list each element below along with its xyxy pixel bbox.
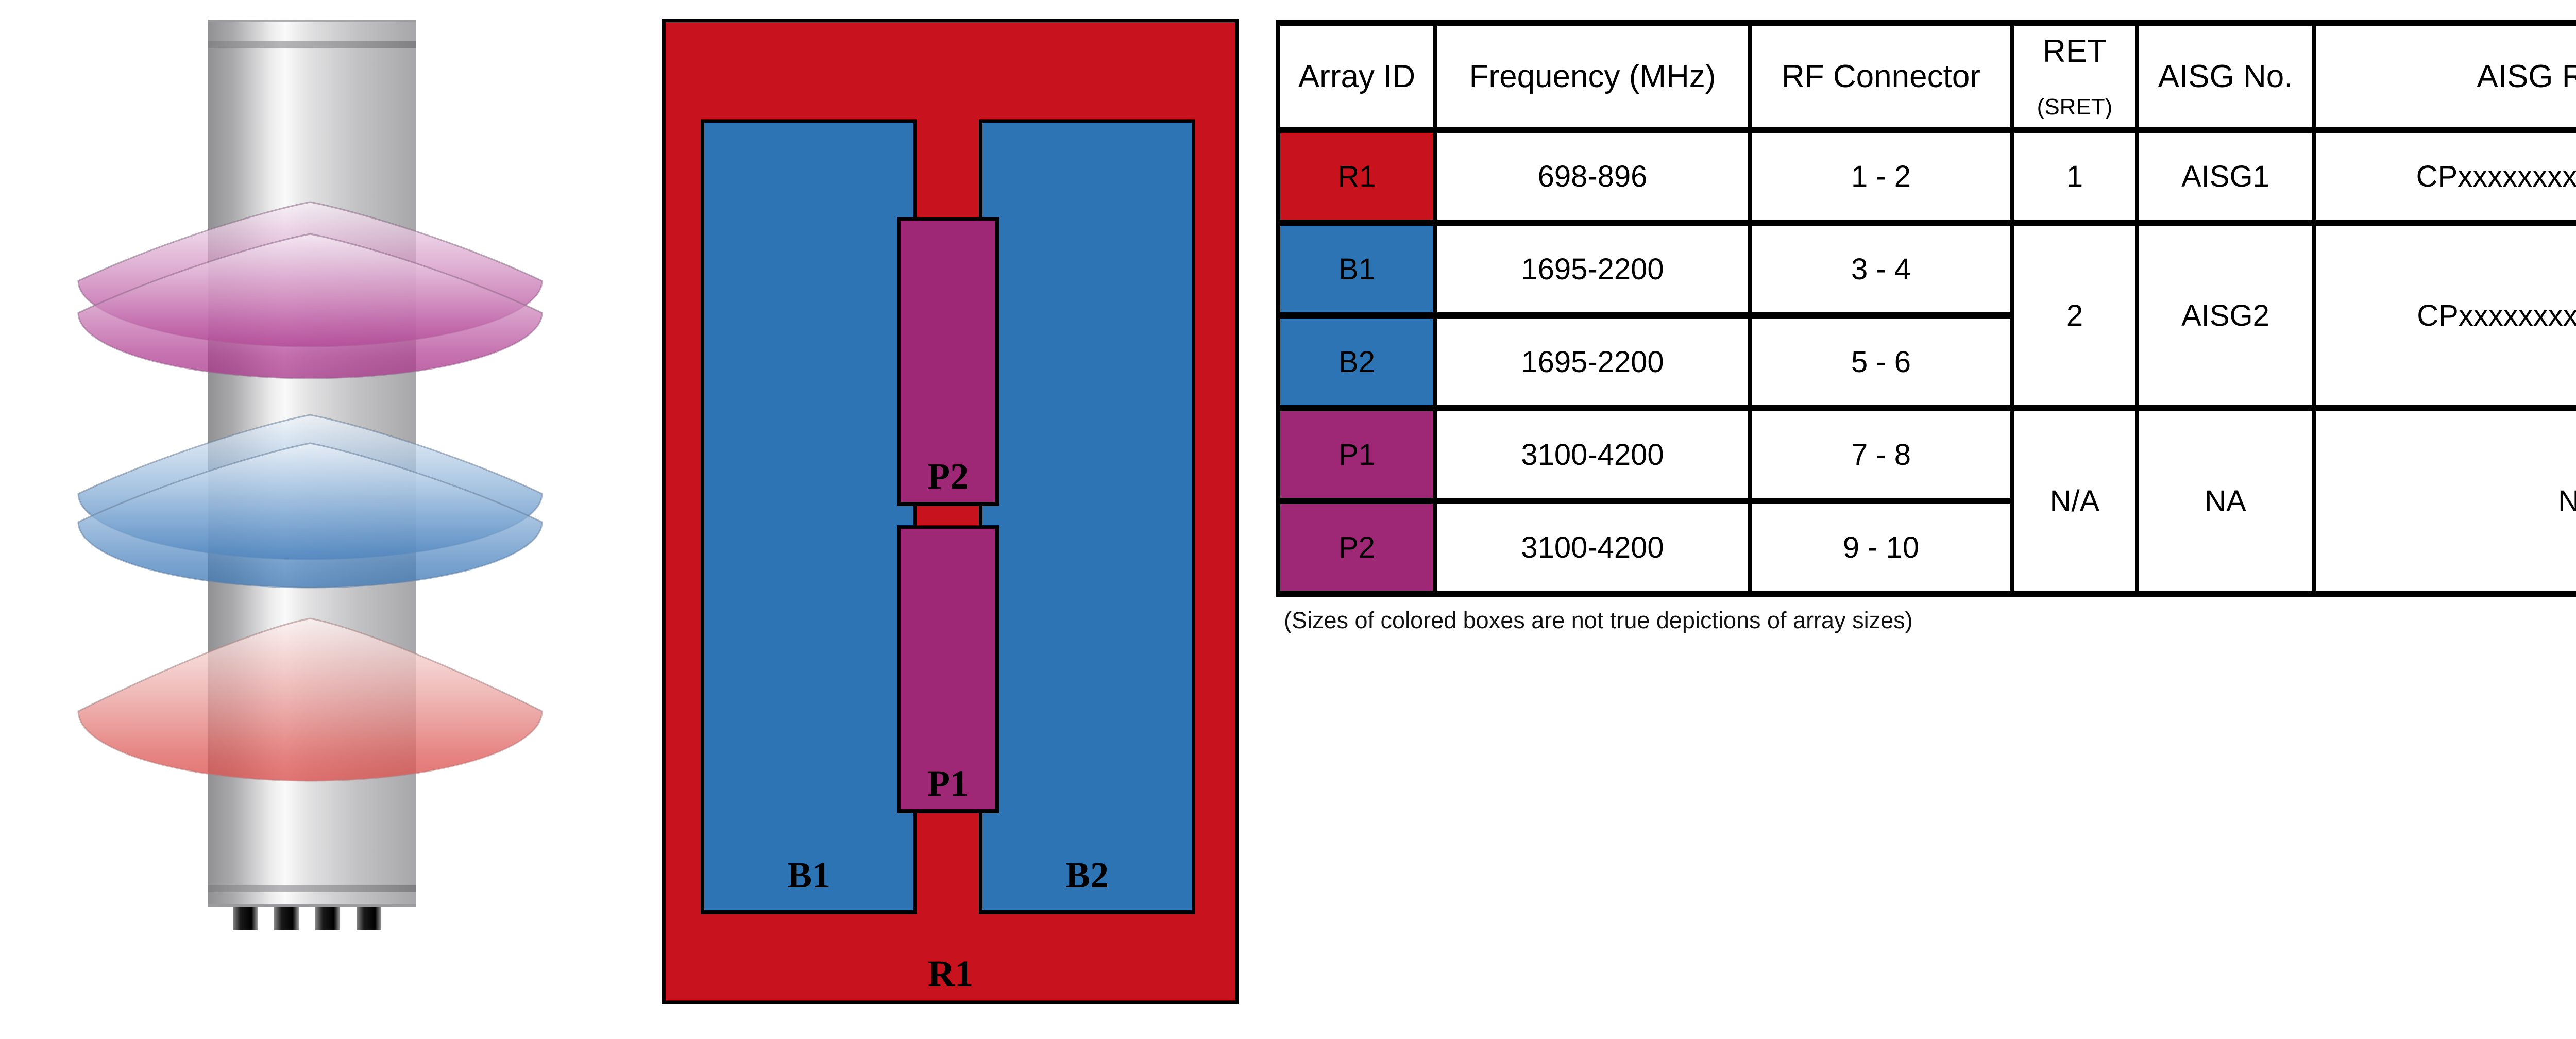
array-label-p1: P1 xyxy=(927,763,969,804)
header-ret-sub: (SRET) xyxy=(2037,94,2113,120)
header-frequency: Frequency (MHz) xyxy=(1433,20,1752,133)
rf-connector-stubs xyxy=(233,907,381,930)
p-beam-disc-lower xyxy=(77,233,543,379)
header-ret-main: RET xyxy=(2043,33,2107,69)
cell-frequency-b2: 1695-2200 xyxy=(1433,312,1752,411)
table-row-p2: P2 3100-4200 9 - 10 xyxy=(1276,498,2576,597)
array-label-b2: B2 xyxy=(1065,854,1109,896)
r-beam-disc xyxy=(77,617,543,782)
cell-rf-connector-b2: 5 - 6 xyxy=(1748,312,2014,411)
header-aisg-ret-uid: AISG RET UID xyxy=(2312,20,2576,133)
rf-connector-stub-4 xyxy=(357,907,381,930)
table-row-b2: B2 1695-2200 5 - 6 xyxy=(1276,312,2576,411)
radome-top-seam xyxy=(208,41,416,48)
header-rf-connector: RF Connector xyxy=(1748,20,2014,133)
table-row-r1: R1 698-896 1 - 2 1 AISG1 CPxxxxxxxxxxxxx… xyxy=(1276,127,2576,226)
table-row-b1: B1 1695-2200 3 - 4 2 AISG2 CPxxxxxxxxxxx… xyxy=(1276,220,2576,411)
spec-table: Array ID Frequency (MHz) RF Connector RE… xyxy=(1276,20,2576,597)
array-layout-diagram: B1 B2 P2 P1 R1 xyxy=(662,19,1239,1004)
cell-frequency-r1: 698-896 xyxy=(1433,127,1752,226)
rf-connector-stub-2 xyxy=(274,907,299,930)
cell-ret-b: 2 xyxy=(2010,220,2139,411)
antenna-illustration xyxy=(77,20,543,930)
note-text: (Sizes of colored boxes are not true dep… xyxy=(1284,607,1913,633)
array-label-b1: B1 xyxy=(787,854,831,896)
cell-aisg-uid-p: N/A xyxy=(2312,405,2576,597)
cell-frequency-b1: 1695-2200 xyxy=(1433,220,1752,319)
cell-aisg-no-p: NA xyxy=(2135,405,2316,597)
radome-bottom-edge xyxy=(208,904,416,907)
b-beam-disc-lower xyxy=(77,442,543,589)
cell-array-id-b1: B1 xyxy=(1276,220,1437,319)
rf-connector-stub-3 xyxy=(315,907,340,930)
cell-frequency-p2: 3100-4200 xyxy=(1433,498,1752,597)
cell-rf-connector-p1: 7 - 8 xyxy=(1748,405,2014,504)
array-region-p1: P1 xyxy=(897,525,999,813)
table-header-row: Array ID Frequency (MHz) RF Connector RE… xyxy=(1276,20,2576,133)
array-label-p2: P2 xyxy=(927,456,969,497)
array-region-b1: B1 xyxy=(701,119,917,914)
rf-connector-stub-1 xyxy=(233,907,258,930)
cell-array-id-p2: P2 xyxy=(1276,498,1437,597)
array-region-p2: P2 xyxy=(897,217,999,506)
cell-rf-connector-r1: 1 - 2 xyxy=(1748,127,2014,226)
radome-bottom-seam xyxy=(208,885,416,892)
array-region-b2: B2 xyxy=(979,119,1195,914)
cell-aisg-uid-r1: CPxxxxxxxxxxxxxxxxxR1 xyxy=(2312,127,2576,226)
table-row-p1: P1 3100-4200 7 - 8 N/A NA N/A xyxy=(1276,405,2576,597)
cell-rf-connector-b1: 3 - 4 xyxy=(1748,220,2014,319)
cell-ret-r1: 1 xyxy=(2010,127,2139,226)
cell-aisg-no-b: AISG2 xyxy=(2135,220,2316,411)
cell-rf-connector-p2: 9 - 10 xyxy=(1748,498,2014,597)
cell-array-id-b2: B2 xyxy=(1276,312,1437,411)
cell-aisg-no-r1: AISG1 xyxy=(2135,127,2316,226)
cell-array-id-p1: P1 xyxy=(1276,405,1437,504)
cell-ret-p: N/A xyxy=(2010,405,2139,597)
header-aisg-no: AISG No. xyxy=(2135,20,2316,133)
cell-aisg-uid-b: CPxxxxxxxxxxxxxxxxxB1 xyxy=(2312,220,2576,411)
cell-array-id-r1: R1 xyxy=(1276,127,1437,226)
header-array-id: Array ID xyxy=(1276,20,1437,133)
cell-frequency-p1: 3100-4200 xyxy=(1433,405,1752,504)
header-ret: RET (SRET) xyxy=(2010,20,2139,133)
radome-top-edge xyxy=(208,20,416,22)
array-label-r1: R1 xyxy=(928,953,973,994)
